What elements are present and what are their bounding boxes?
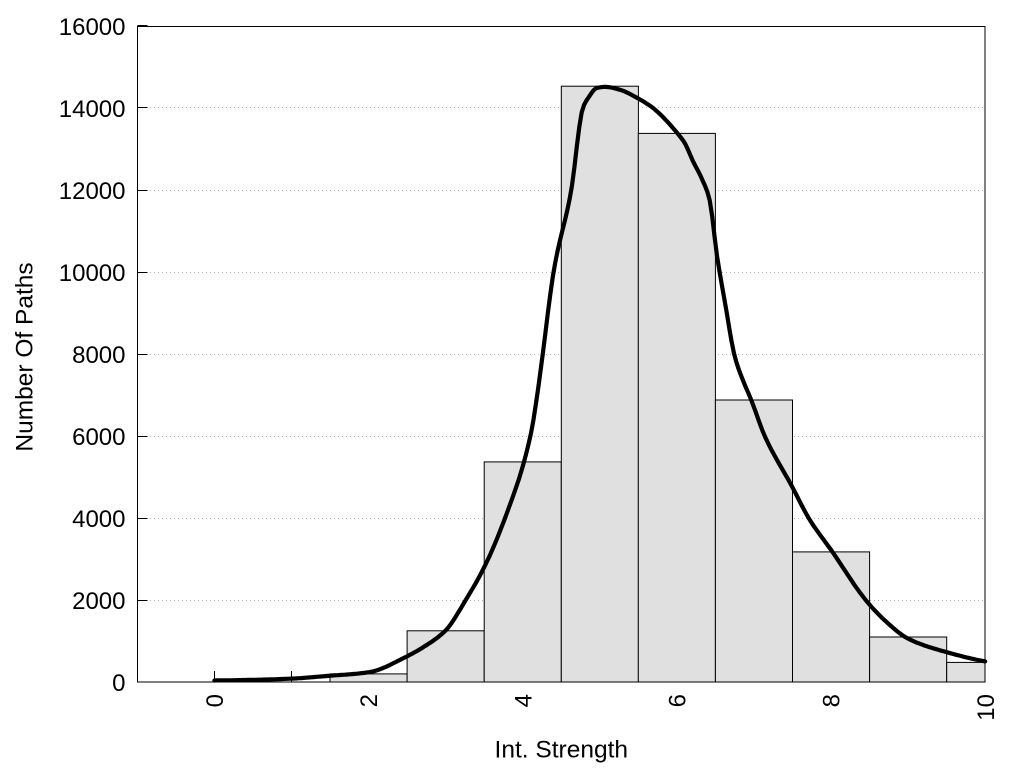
svg-text:6: 6 xyxy=(665,694,692,707)
svg-text:4: 4 xyxy=(510,694,537,707)
svg-text:10000: 10000 xyxy=(59,260,126,287)
svg-text:14000: 14000 xyxy=(59,96,126,123)
svg-text:10: 10 xyxy=(973,694,1000,721)
svg-text:8000: 8000 xyxy=(72,342,125,369)
svg-text:Int. Strength: Int. Strength xyxy=(495,736,628,763)
svg-text:Number Of Paths: Number Of Paths xyxy=(12,262,39,451)
svg-text:16000: 16000 xyxy=(59,14,126,41)
svg-text:4000: 4000 xyxy=(72,506,125,533)
svg-text:0: 0 xyxy=(202,694,229,707)
svg-text:2: 2 xyxy=(356,694,383,707)
svg-text:2000: 2000 xyxy=(72,588,125,615)
svg-text:0: 0 xyxy=(112,670,125,697)
svg-text:6000: 6000 xyxy=(72,424,125,451)
svg-text:8: 8 xyxy=(819,694,846,707)
svg-text:12000: 12000 xyxy=(59,178,126,205)
